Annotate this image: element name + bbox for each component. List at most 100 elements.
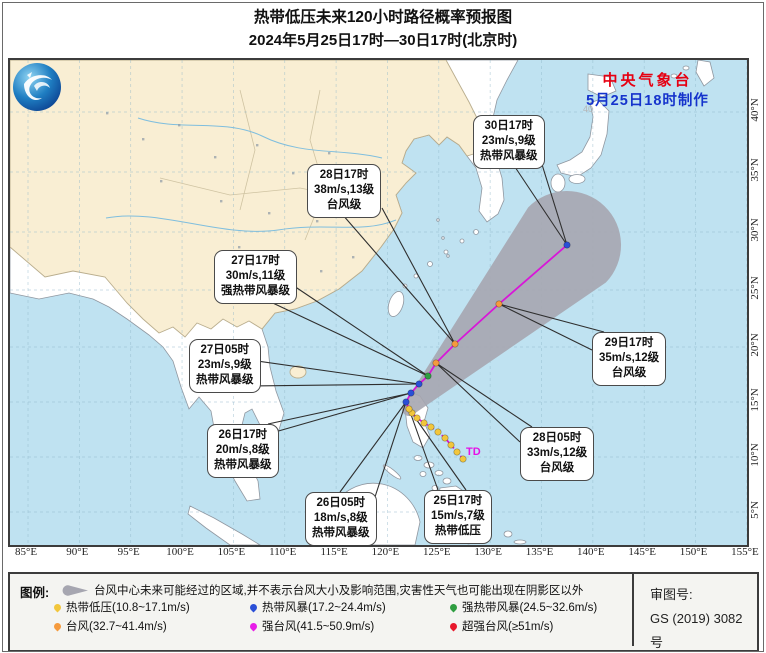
observed-track-line [408, 408, 464, 460]
callout-intensity: 23m/s,9级 [197, 359, 252, 372]
callout-category: 强热带风暴级 [221, 285, 290, 298]
title-block: 热带低压未来120小时路径概率预报图 2024年5月25日17时—30日17时(… [0, 6, 766, 52]
legend-item: 台风(32.7~41.4m/s) [52, 618, 167, 634]
track-point [415, 380, 423, 388]
cone-note: 台风中心未来可能经过的区域,并不表示台风大小及影响范围,灾害性天气也可能出现在阴… [94, 585, 584, 597]
legend-label: 图例: [20, 586, 50, 600]
callout-time: 30日17时 [484, 120, 534, 132]
forecast-map: 40 中央气象台 5月25日18时制作 TD 30日17时 23m/s,9级 热… [8, 58, 749, 547]
lat-label: 25°N [749, 276, 761, 300]
lon-label: 135°E [525, 546, 554, 558]
lat-label: 30°N [749, 218, 761, 242]
lon-label: 140°E [577, 546, 605, 558]
legend-dot-icon [448, 603, 459, 613]
callout-28d05: 28日05时 33m/s,12级 台风级 [520, 427, 595, 481]
callout-30d17: 30日17时 23m/s,9级 热带风暴级 [473, 115, 545, 169]
lat-label: 10°N [749, 443, 761, 467]
lon-label: 150°E [679, 546, 708, 558]
rivers [105, 117, 397, 232]
page-title: 热带低压未来120小时路径概率预报图 [253, 9, 513, 26]
lat-label: 35°N [749, 158, 761, 182]
callout-time: 27日17时 [231, 255, 280, 267]
lon-label: 90°E [66, 546, 89, 558]
watermark: 中央气象台 5月25日18时制作 [550, 70, 745, 112]
callout-28d17: 28日17时 38m/s,13级 台风级 [307, 164, 382, 218]
callout-category: 热带风暴级 [480, 150, 538, 163]
approval-label: 审图号: [650, 587, 693, 602]
track-point [447, 441, 455, 449]
track-point [424, 372, 432, 380]
latitude-axis: 40°N 35°N 30°N 25°N 20°N 15°N 10°N 5°N [747, 58, 763, 543]
lat-label: 15°N [749, 388, 761, 412]
callout-intensity: 30m/s,11级 [225, 270, 286, 283]
legend-item: 热带风暴(17.2~24.4m/s) [248, 599, 386, 615]
legend-item: 热带低压(10.8~17.1m/s) [52, 599, 190, 615]
lon-label: 105°E [217, 546, 246, 558]
china-land [10, 60, 489, 379]
callout-category: 热带风暴级 [312, 527, 370, 540]
legend-item-label: 超强台风(≥51m/s) [462, 621, 554, 633]
probability-cone [401, 190, 622, 417]
page-subtitle: 2024年5月25日17时—30日17时(北京时) [248, 32, 518, 49]
lon-label: 110°E [269, 546, 297, 558]
callout-time: 28日05时 [532, 432, 582, 444]
agency-name: 中央气象台 [602, 72, 693, 89]
track-point [495, 300, 503, 308]
legend-dot-icon [248, 603, 259, 613]
track-point [451, 340, 459, 348]
legend-item-label: 强热带风暴(24.5~32.6m/s) [462, 602, 598, 614]
lon-label: 130°E [474, 546, 502, 558]
lat-label: 5°N [749, 501, 761, 519]
callout-intensity: 35m/s,12级 [599, 352, 660, 365]
legend-box: 图例: 台风中心未来可能经过的区域,并不表示台风大小及影响范围,灾害性天气也可能… [8, 572, 759, 652]
callout-time: 26日17时 [218, 429, 268, 441]
legend-item: 强热带风暴(24.5~32.6m/s) [448, 599, 598, 615]
lon-label: 85°E [14, 546, 38, 558]
track-point [453, 448, 461, 456]
callout-leader-lines [247, 157, 605, 501]
legend-dot-icon [52, 622, 63, 632]
track-point [432, 359, 440, 367]
track-point [459, 455, 467, 463]
track-point [420, 419, 428, 427]
callout-intensity: 38m/s,13级 [314, 184, 375, 197]
callout-intensity: 20m/s,8级 [215, 444, 270, 457]
callout-26d05: 26日05时 18m/s,8级 热带风暴级 [305, 492, 377, 545]
lon-label: 125°E [422, 546, 451, 558]
callout-intensity: 33m/s,12级 [527, 447, 588, 460]
legend-item: 超强台风(≥51m/s) [448, 618, 554, 634]
lon-label: 115°E [320, 546, 348, 558]
callout-category: 台风级 [539, 462, 575, 475]
callout-category: 台风级 [611, 367, 647, 380]
map-canvas: 40 [10, 60, 747, 545]
callout-category: 热带风暴级 [196, 374, 254, 387]
callout-time: 28日17时 [319, 169, 369, 181]
callout-category: 热带低压 [434, 525, 481, 538]
cma-logo-icon [13, 63, 61, 111]
legend-item: 强台风(41.5~50.9m/s) [248, 618, 375, 634]
track-layer [402, 241, 571, 463]
callout-29d17: 29日17时 35m/s,12级 台风级 [592, 332, 667, 386]
legend-item-label: 热带低压(10.8~17.1m/s) [66, 602, 190, 614]
legend-item-label: 热带风暴(17.2~24.4m/s) [262, 602, 386, 614]
legend-dot-icon [248, 622, 259, 632]
track-point [402, 398, 410, 406]
callout-time: 29日17时 [604, 337, 654, 349]
issue-time: 5月25日18时制作 [586, 93, 709, 109]
lat-label: 40°N [749, 98, 761, 122]
track-point [427, 423, 435, 431]
callout-category: 台风级 [326, 199, 362, 212]
lat-label: 20°N [749, 333, 761, 357]
track-point [413, 414, 421, 422]
lon-label: 100°E [166, 546, 194, 558]
legend-dot-icon [448, 622, 459, 632]
track-point [434, 428, 442, 436]
track-point [405, 405, 413, 413]
track-point [441, 434, 449, 442]
approval-box: 审图号: GS (2019) 3082号 [632, 574, 753, 650]
td-label: TD [466, 446, 481, 458]
legend-item-label: 强台风(41.5~50.9m/s) [262, 621, 375, 633]
lon-label: 95°E [117, 546, 140, 558]
callout-27d17: 27日17时 30m/s,11级 强热带风暴级 [214, 250, 297, 304]
callout-27d05: 27日05时 23m/s,9级 热带风暴级 [189, 339, 261, 393]
